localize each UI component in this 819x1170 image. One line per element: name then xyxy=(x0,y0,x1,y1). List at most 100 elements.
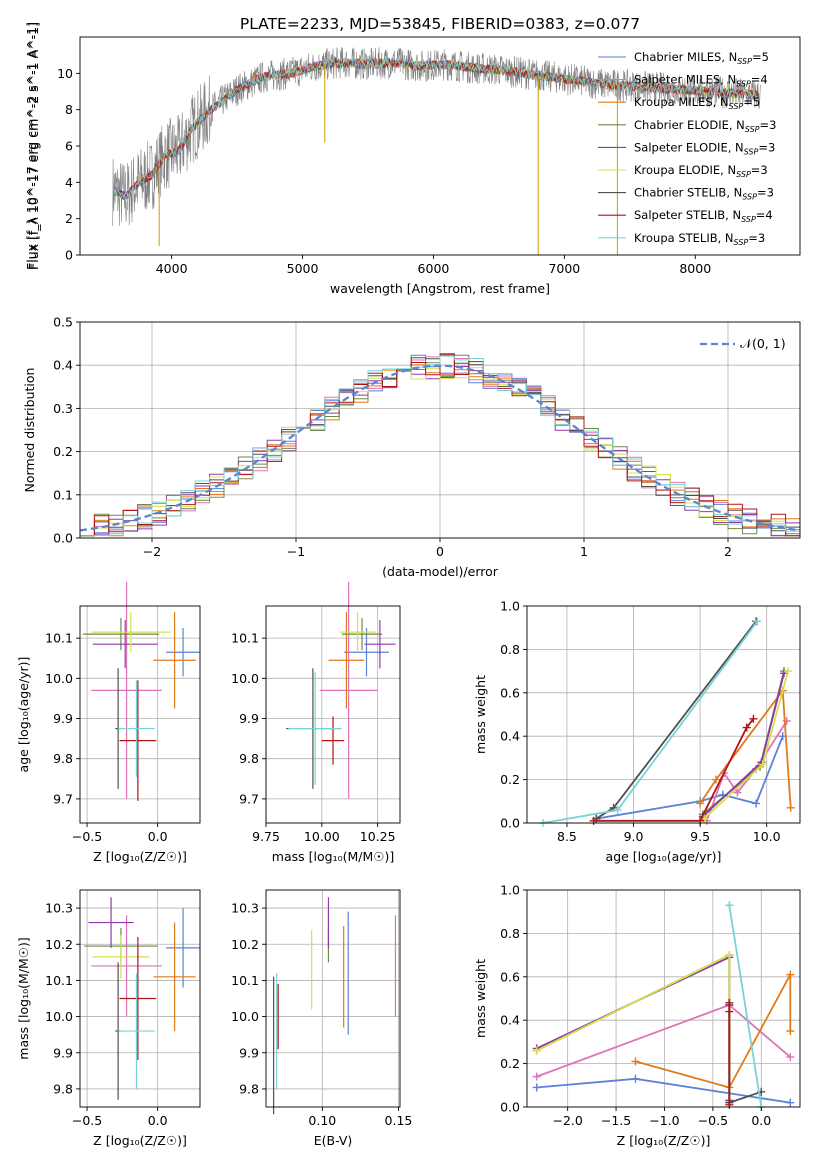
y-tick-label: 9.8 xyxy=(53,1081,73,1096)
x-tick-label: −1.0 xyxy=(649,1113,679,1128)
weight-point-marker xyxy=(532,1083,541,1092)
weight-point-marker xyxy=(786,1098,795,1107)
legend-entry: Chabrier STELIB, NSSP=3 xyxy=(634,186,774,202)
weight-point-marker xyxy=(725,998,734,1007)
axes-frame xyxy=(526,889,801,1108)
x-tick-label: 0.10 xyxy=(308,1113,336,1128)
x-tick-label: −0.5 xyxy=(698,1113,728,1128)
weight-point-marker xyxy=(752,799,761,808)
y-tick-label: 0.5 xyxy=(53,315,73,330)
y-tick-label: 1.0 xyxy=(500,883,520,898)
axes-frame xyxy=(79,605,201,824)
legend-entry-sub: SSP xyxy=(734,238,749,247)
x-tick-label: −0.5 xyxy=(72,1113,102,1128)
legend-entry: Kroupa STELIB, NSSP=3 xyxy=(634,231,765,247)
x-axis-label: Z [log₁₀(Z/Z☉)] xyxy=(93,1133,187,1148)
y-tick-label: 1.0 xyxy=(500,599,520,614)
weight-point-marker xyxy=(532,1046,541,1055)
y-tick-label: 2 xyxy=(65,211,73,226)
legend-entry-suffix: =4 xyxy=(751,73,768,87)
y-tick-label: 9.8 xyxy=(239,1081,259,1096)
y-tick-label: 0.6 xyxy=(500,969,520,984)
y-tick-label: 0.0 xyxy=(500,1100,520,1115)
weight-point-marker xyxy=(631,1057,640,1066)
x-tick-label: 0.0 xyxy=(751,1113,771,1128)
mass-vs-metallicity-plot: −0.5 0.0 9.8 9.9 10.0 10.1 10.2 10.3 Z [log₁₀(Z/… xyxy=(16,889,201,1148)
y-tick-label: 0.4 xyxy=(500,729,520,744)
weight-point-marker xyxy=(758,760,767,769)
y-tick-label: 0.2 xyxy=(53,444,73,459)
x-tick-label: −0.5 xyxy=(72,829,102,844)
y-tick-label: 10.0 xyxy=(45,1009,73,1024)
mass-vs-ebv-plot: 0.10 0.15 9.8 9.9 10.0 10.1 10.2 10.3 E(B-V) xyxy=(231,889,413,1148)
y-tick-label: 0.2 xyxy=(500,772,520,787)
legend-entry: Kroupa ELODIE, NSSP=3 xyxy=(634,163,768,179)
x-axis-label: mass [log₁₀(M/M☉)] xyxy=(272,849,394,864)
x-tick-label: 10.0 xyxy=(753,829,781,844)
y-tick-label: 10.1 xyxy=(45,631,73,646)
legend-entry-suffix: =3 xyxy=(748,231,765,245)
x-tick-label: 0.15 xyxy=(385,1113,413,1128)
y-tick-label: 9.8 xyxy=(53,751,73,766)
legend-entry-prefix: Kroupa STELIB, N xyxy=(634,231,734,245)
y-tick-label: 0.3 xyxy=(53,401,73,416)
y-axis-label-group: Flux [f_λ 10^-17 erg cm^-2 s^-1 A^-1] xyxy=(26,22,41,270)
y-axis-label-group: age [log₁₀(age/yr)] xyxy=(16,657,31,773)
y-tick-label: 10.0 xyxy=(231,671,259,686)
legend-entry-suffix: =5 xyxy=(752,50,769,64)
y-tick-label: 0.2 xyxy=(500,1056,520,1071)
axes-frame xyxy=(265,889,401,1108)
model-spectrum-line xyxy=(113,57,759,202)
weight-point-marker xyxy=(725,1100,734,1109)
y-tick-label: 0.1 xyxy=(53,487,73,502)
weight-point-marker xyxy=(786,970,795,979)
legend-entry-suffix: =3 xyxy=(758,140,775,154)
legend-entry: Salpeter MILES, NSSP=4 xyxy=(634,73,768,89)
x-tick-label: 8.5 xyxy=(557,829,577,844)
weight-point-marker xyxy=(712,775,721,784)
x-axis-label: (data-model)/error xyxy=(382,564,499,579)
y-tick-label: 0 xyxy=(65,248,73,263)
observed-spectrum-line xyxy=(112,46,761,226)
y-tick-label: 10 xyxy=(57,66,73,81)
x-axis-label: age [log₁₀(age/yr)] xyxy=(606,849,722,864)
y-tick-label: 10.3 xyxy=(45,901,73,916)
x-tick-label: 1 xyxy=(580,544,588,559)
x-tick-label: 0.0 xyxy=(148,1113,168,1128)
weight-series-line xyxy=(536,1077,791,1104)
x-tick-label: 4000 xyxy=(156,261,188,276)
y-tick-label: 8 xyxy=(65,102,73,117)
y-tick-label: 9.8 xyxy=(239,751,259,766)
x-tick-label: −2.0 xyxy=(552,1113,582,1128)
y-tick-label: 9.9 xyxy=(239,711,259,726)
y-axis-label: Normed distribution xyxy=(22,368,37,493)
y-tick-label: 10.3 xyxy=(231,901,259,916)
axes-frame xyxy=(79,889,201,1108)
x-tick-label: 0.0 xyxy=(148,829,168,844)
x-tick-label: 9.75 xyxy=(252,829,280,844)
y-axis-label-group: mass weight xyxy=(473,675,488,754)
legend-entry-suffix: =3 xyxy=(760,118,777,132)
y-tick-label: 10.1 xyxy=(231,973,259,988)
histogram-series xyxy=(80,355,800,537)
weight-point-marker xyxy=(696,799,705,808)
weight-point-marker xyxy=(589,816,598,825)
y-tick-label: 0.8 xyxy=(500,926,520,941)
y-tick-label: 0.4 xyxy=(53,358,73,373)
legend-entry-sub: SSP xyxy=(742,193,757,202)
legend-entry-prefix: Chabrier ELODIE, N xyxy=(634,118,745,132)
weight-point-marker xyxy=(613,805,622,814)
histogram-steps xyxy=(80,353,800,537)
x-axis-label: Z [log₁₀(Z/Z☉)] xyxy=(93,849,187,864)
legend-entry-sub: SSP xyxy=(745,125,760,134)
y-axis-label: Flux [f_λ 10^-17 erg cm^-2 s^-1 A^-1] xyxy=(24,22,39,270)
y-tick-label: 10.0 xyxy=(45,671,73,686)
x-tick-label: −1.5 xyxy=(601,1113,631,1128)
weight-point-marker xyxy=(532,1072,541,1081)
legend-entry-prefix: Chabrier MILES, N xyxy=(634,50,737,64)
y-tick-label: 0.0 xyxy=(53,531,73,546)
mass-weight-vs-age-plot: 8.5 9.0 9.5 10.0 0.0 0.2 0.4 0.6 0.8 1.0 age [log₁… xyxy=(473,599,801,864)
x-tick-label: 8000 xyxy=(679,261,711,276)
axes-frame xyxy=(265,605,401,824)
